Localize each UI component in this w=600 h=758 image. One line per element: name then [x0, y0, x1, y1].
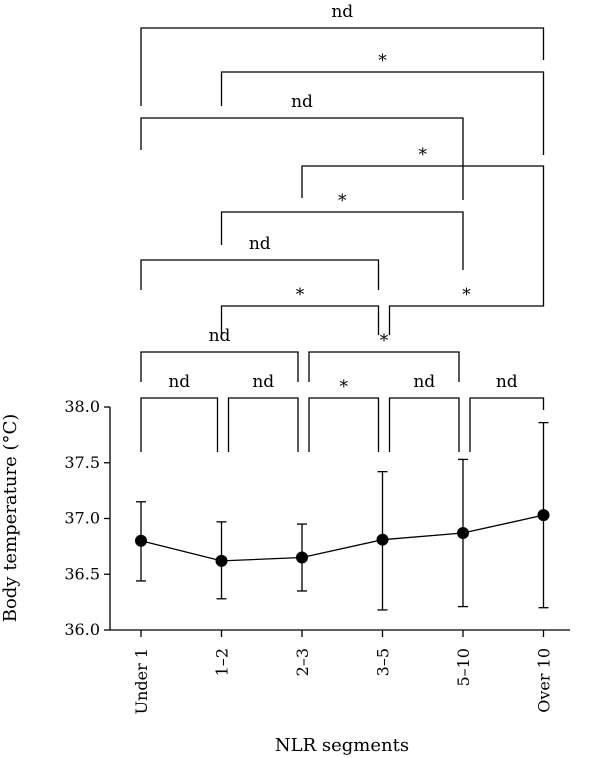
x-tick-label: 1–2 — [213, 648, 232, 676]
comparison-bracket — [140, 117, 464, 200]
x-tick-label: 3–5 — [374, 648, 393, 676]
comparison-label: nd — [291, 92, 313, 112]
x-tick-label: Over 10 — [535, 648, 554, 713]
comparison-bracket — [220, 211, 464, 270]
comparison-label: nd — [209, 326, 231, 346]
x-axis-title: NLR segments — [275, 735, 409, 756]
data-point — [215, 554, 228, 567]
significance-brackets: nd nd * nd nd nd * * * nd * * nd * nd — [140, 2, 545, 452]
data-point — [135, 534, 147, 547]
comparison-label: * — [462, 285, 471, 305]
y-tick-label: 37.5 — [64, 453, 100, 472]
x-tick-label: Under 1 — [132, 648, 151, 714]
comparison-label: nd — [413, 372, 435, 392]
data-point — [376, 533, 389, 546]
comparison-label: * — [380, 331, 389, 351]
comparison-bracket — [388, 292, 545, 335]
comparison-bracket — [301, 165, 545, 292]
comparison-bracket — [220, 71, 545, 155]
y-axis-title: Body temperature (°C) — [0, 414, 21, 623]
comparison-bracket — [227, 397, 299, 452]
series-group — [135, 421, 550, 611]
comparison-bracket — [220, 305, 380, 335]
comparison-bracket — [388, 397, 460, 452]
comparison-label: * — [296, 285, 305, 305]
comparison-bracket — [140, 27, 545, 106]
comparison-bracket — [308, 351, 460, 382]
comparison-label: nd — [168, 372, 190, 392]
x-tick-label: 2–3 — [293, 648, 312, 676]
comparison-label: nd — [249, 234, 271, 254]
y-tick-label: 36.0 — [64, 620, 100, 639]
y-ticks: 36.0 36.5 37.0 37.5 38.0 — [64, 397, 110, 639]
data-point — [296, 551, 308, 564]
y-tick-label: 36.5 — [64, 564, 100, 583]
axes: 36.0 36.5 37.0 37.5 38.0 Under 1 1–2 2–3 3–5 5–1… — [64, 397, 570, 714]
x-ticks: Under 1 1–2 2–3 3–5 5–10 Over 10 — [132, 630, 554, 714]
data-point — [537, 509, 550, 522]
comparison-label: nd — [252, 372, 274, 392]
data-point — [457, 526, 469, 539]
comparison-bracket — [140, 397, 219, 452]
comparison-bracket — [308, 397, 380, 452]
comparison-label: nd — [331, 2, 353, 22]
comparison-bracket — [469, 397, 545, 452]
comparison-bracket — [140, 351, 299, 382]
comparison-label: * — [378, 51, 387, 71]
comparison-label: * — [338, 191, 347, 211]
comparison-label: * — [419, 145, 428, 165]
x-tick-label: 5–10 — [454, 648, 473, 687]
comparison-label: nd — [496, 372, 518, 392]
comparison-bracket — [140, 259, 380, 290]
comparison-label: * — [340, 377, 349, 397]
y-tick-label: 37.0 — [64, 509, 100, 528]
y-tick-label: 38.0 — [64, 397, 100, 416]
series-line — [140, 514, 544, 562]
